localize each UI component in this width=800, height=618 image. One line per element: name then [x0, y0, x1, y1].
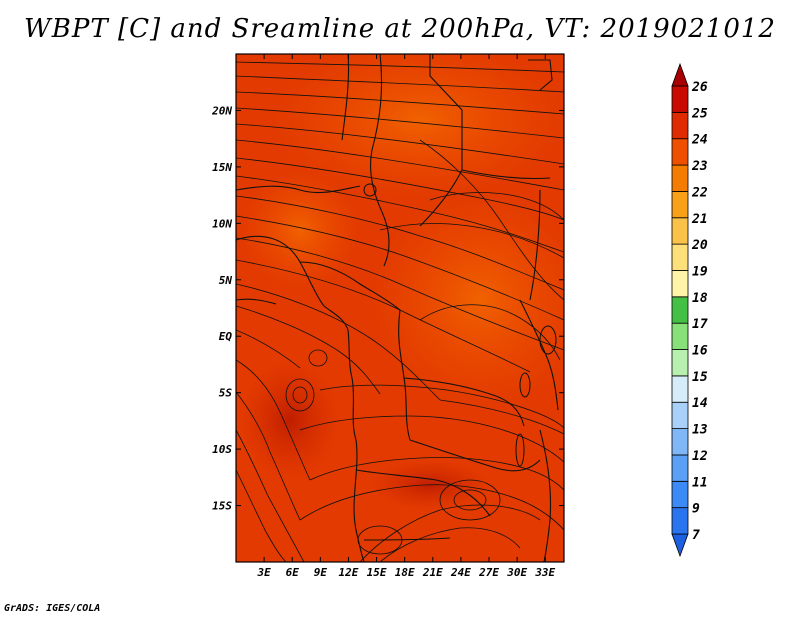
- colorbar-swatch: [671, 164, 689, 192]
- colorbar-label: 24: [691, 133, 708, 148]
- lon-tick-label: 12E: [339, 566, 359, 579]
- colorbar-label: 11: [692, 475, 708, 490]
- colorbar-swatch: [671, 349, 689, 377]
- lon-tick-label: 9E: [314, 566, 328, 579]
- colorbar-label: 17: [692, 317, 708, 332]
- lat-tick-label: EQ: [219, 330, 233, 343]
- colorbar-swatch: [671, 480, 689, 509]
- colorbar-swatch: [671, 270, 689, 298]
- lon-tick-label: 30E: [506, 566, 527, 579]
- lat-tick-label: 15S: [212, 500, 232, 513]
- colorbar-label: 16: [692, 344, 708, 359]
- colorbar-swatch: [671, 322, 689, 350]
- lon-tick-label: 24E: [450, 566, 471, 579]
- colorbar-label: 22: [691, 185, 708, 200]
- colorbar-label: 26: [691, 80, 708, 95]
- colorbar: 7 9 11 12 13 14 15 16 17 18 19 20 21 22 23 24 25 26: [671, 62, 708, 558]
- colorbar-swatch: [671, 507, 689, 535]
- lat-tick-label: 10N: [212, 217, 232, 230]
- colorbar-swatch: [671, 401, 689, 429]
- colorbar-swatch: [671, 296, 689, 324]
- map-panel: [236, 54, 564, 562]
- lon-tick-label: 18E: [395, 566, 415, 579]
- colorbar-swatch: [671, 138, 689, 166]
- warm-region-west: [240, 170, 360, 290]
- lat-axis: 20N 15N 10N 5N EQ 5S 10S 15S: [211, 104, 564, 513]
- lon-tick-label: 3E: [256, 566, 271, 579]
- lat-tick-label: 10S: [212, 443, 232, 456]
- colorbar-swatch: [671, 217, 689, 245]
- colorbar-label: 23: [691, 159, 708, 174]
- lon-tick-label: 15E: [367, 566, 387, 579]
- colorbar-swatch: [671, 454, 689, 482]
- colorbar-label: 18: [692, 291, 708, 306]
- lat-tick-label: 5S: [219, 387, 233, 400]
- lon-tick-label: 33E: [534, 566, 555, 579]
- footer-credit: GrADS: IGES/COLA: [4, 603, 101, 614]
- colorbar-swatch: [671, 111, 689, 140]
- colorbar-swatch: [671, 243, 689, 271]
- colorbar-extend-low: [671, 533, 689, 558]
- lon-tick-label: 27E: [478, 566, 499, 579]
- colorbar-extend-high: [671, 62, 689, 87]
- colorbar-swatch: [671, 428, 689, 456]
- colorbar-label: 19: [692, 264, 708, 279]
- lat-tick-label: 5N: [219, 274, 233, 287]
- warm-region-east: [370, 190, 564, 410]
- colorbar-label: 9: [692, 502, 700, 517]
- colorbar-swatch: [671, 191, 689, 219]
- lakes: [363, 183, 557, 467]
- lat-tick-label: 20N: [211, 104, 232, 117]
- colorbar-label: 15: [692, 370, 708, 385]
- colorbar-label: 21: [691, 212, 708, 227]
- colorbar-label: 13: [692, 423, 708, 438]
- lon-axis: 3E 6E 9E 12E 15E 18E 21E 24E 27E 30E 33E: [256, 54, 556, 579]
- chart-title: WBPT [C] and Sreamline at 200hPa, VT: 20…: [24, 14, 776, 44]
- lon-tick-label: 21E: [422, 566, 443, 579]
- colorbar-label: 20: [691, 238, 708, 253]
- colorbar-swatch: [671, 85, 689, 113]
- colorbar-swatch: [671, 375, 689, 403]
- hot-region-west: [240, 360, 340, 480]
- colorbar-label: 7: [692, 528, 700, 543]
- lat-tick-label: 15N: [212, 161, 232, 174]
- country-boundaries: [236, 54, 559, 562]
- lon-tick-label: 6E: [286, 566, 300, 579]
- colorbar-label: 14: [692, 396, 708, 411]
- map-frame: [235, 53, 565, 563]
- colorbar-label: 12: [692, 449, 708, 464]
- warm-region-north: [270, 54, 564, 200]
- colorbar-label: 25: [691, 106, 708, 121]
